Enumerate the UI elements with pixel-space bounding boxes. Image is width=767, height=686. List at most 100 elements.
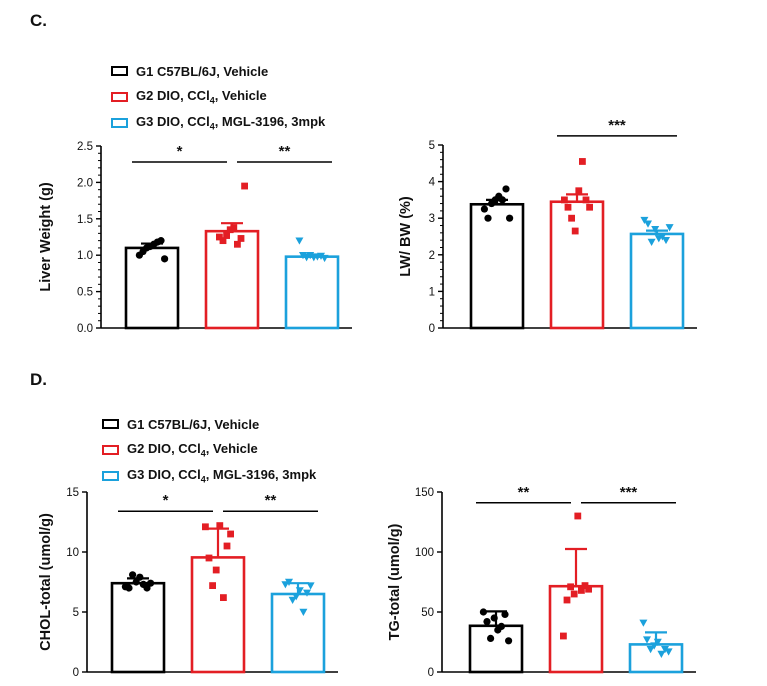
panel-label-c: C. — [30, 11, 47, 30]
y-tick-label: 0 — [429, 323, 435, 335]
data-point — [320, 254, 329, 263]
data-point — [299, 608, 308, 616]
y-tick-label: 3 — [429, 213, 435, 225]
chart-lw-bw: 0 1 2 3 4 5 LW/ BW (%) *** — [398, 117, 697, 335]
y-tick-label: 5 — [429, 140, 435, 152]
data-point — [295, 237, 304, 245]
legend-item-g3: G3 DIO, CCl4, MGL-3196, 3mpk — [102, 463, 316, 489]
y-tick-label: 0.0 — [77, 323, 93, 335]
data-point — [568, 214, 575, 222]
y-tick-label: 2.5 — [77, 141, 93, 153]
data-point — [490, 614, 498, 622]
bar — [110, 581, 166, 674]
legend-label-g1: G1 C57BL/6J, Vehicle — [127, 416, 260, 432]
data-point — [299, 252, 307, 260]
y-tick-label: 1.5 — [77, 214, 93, 226]
bar — [124, 246, 180, 330]
data-point — [560, 632, 567, 640]
legend-item-g2: G2 DIO, CCl4, Vehicle — [111, 84, 325, 110]
data-point — [157, 237, 165, 245]
bar — [549, 200, 605, 330]
bar — [468, 624, 524, 674]
data-point — [220, 594, 227, 601]
y-tick-label: 15 — [66, 487, 79, 499]
y-tick-label: 2.0 — [77, 177, 93, 189]
legend-label-g2: G2 DIO, CCl4, Vehicle — [127, 441, 258, 459]
data-point — [665, 224, 674, 232]
bar — [469, 202, 525, 330]
data-point — [501, 610, 509, 619]
bar — [204, 229, 260, 330]
data-point — [241, 182, 248, 190]
data-point — [657, 650, 666, 658]
data-point — [570, 590, 578, 598]
y-tick-label: 5 — [73, 607, 79, 619]
bar — [284, 255, 340, 330]
significance-label: * — [163, 492, 169, 509]
data-point — [216, 522, 224, 529]
data-point — [125, 584, 133, 592]
y-tick-label: 10 — [66, 547, 79, 559]
y-tick-label: 0.5 — [77, 287, 93, 299]
y-tick-label: 1 — [429, 286, 435, 298]
legend-swatch-g1 — [102, 419, 119, 429]
data-point — [571, 227, 579, 235]
data-point — [651, 225, 660, 234]
data-point — [563, 596, 571, 604]
data-point — [564, 203, 572, 211]
data-point — [234, 240, 241, 248]
data-point — [484, 214, 492, 222]
legend-label-g1: G1 C57BL/6J, Vehicle — [136, 63, 269, 79]
data-point — [505, 637, 513, 645]
data-point — [582, 196, 590, 204]
significance-label: ** — [265, 492, 277, 509]
significance-label: *** — [620, 484, 638, 501]
data-point — [567, 583, 574, 591]
significance-label: ** — [518, 484, 530, 501]
legend-c: G1 C57BL/6J, Vehicle G2 DIO, CCl4, Vehic… — [111, 58, 325, 136]
bar — [628, 643, 684, 674]
data-point — [209, 582, 216, 589]
data-point — [658, 233, 667, 241]
data-point — [230, 224, 238, 231]
y-tick-label: 1.0 — [77, 250, 93, 262]
panel-label-d: D. — [30, 370, 47, 389]
y-tick-label: 100 — [415, 547, 434, 559]
data-point — [574, 512, 582, 520]
data-point — [202, 523, 209, 531]
data-point — [317, 252, 325, 260]
data-point — [487, 634, 495, 643]
data-point — [285, 578, 293, 586]
data-point — [498, 196, 506, 204]
data-point — [586, 203, 593, 211]
legend-label-g3: G3 DIO, CCl4, MGL-3196, 3mpk — [127, 467, 317, 485]
data-point — [581, 582, 589, 589]
y-tick-label: 4 — [429, 177, 436, 189]
legend-label-g3: G3 DIO, CCl4, MGL-3196, 3mpk — [136, 114, 326, 132]
data-point — [147, 579, 155, 587]
data-point — [292, 593, 301, 601]
y-tick-label: 50 — [421, 607, 434, 619]
data-point — [643, 636, 651, 644]
data-point — [223, 232, 230, 239]
data-point — [664, 648, 673, 656]
data-point — [219, 237, 227, 245]
data-point — [578, 587, 585, 594]
y-tick-label: 0 — [428, 667, 434, 679]
y-axis-title: LW/ BW (%) — [398, 196, 414, 277]
bar — [548, 584, 604, 674]
data-point — [579, 158, 586, 165]
data-point — [497, 622, 505, 631]
data-point — [237, 235, 245, 242]
legend-swatch-g2 — [111, 92, 128, 102]
data-point — [561, 196, 568, 204]
data-point — [647, 238, 656, 246]
data-point — [306, 582, 315, 590]
data-point — [212, 566, 220, 574]
legend-item-g2: G2 DIO, CCl4, Vehicle — [102, 437, 316, 463]
data-point — [650, 642, 659, 650]
data-point — [226, 226, 234, 234]
significance-label: *** — [608, 117, 626, 134]
data-point — [205, 554, 213, 562]
